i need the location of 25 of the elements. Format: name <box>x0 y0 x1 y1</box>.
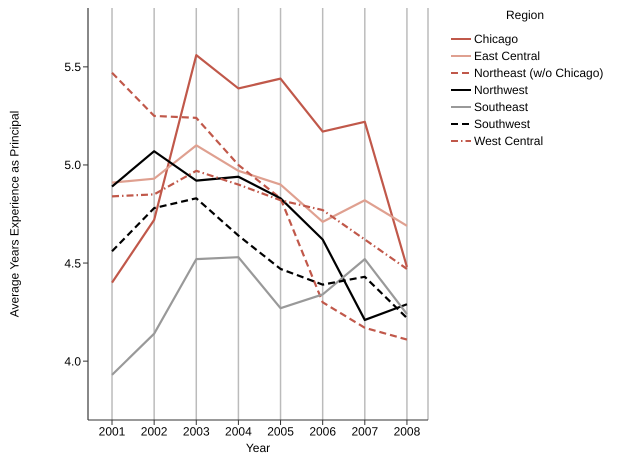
x-axis-title: Year <box>246 441 270 455</box>
x-tick-label: 2003 <box>182 424 210 439</box>
x-tick-label: 2007 <box>351 424 378 439</box>
y-axis-title: Average Years Experience as Principal <box>7 110 22 318</box>
x-tick-label: 2004 <box>225 424 252 439</box>
line-series <box>110 256 408 376</box>
y-tick-label: 4.5 <box>64 256 82 270</box>
x-tick-label: 2001 <box>98 424 126 439</box>
x-tick-label: 2008 <box>394 424 421 439</box>
legend-label: Chicago <box>474 32 518 46</box>
legend-title: Region <box>504 8 546 22</box>
legend-label: Southeast <box>474 100 528 114</box>
x-tick-label: 2006 <box>309 424 336 439</box>
y-tick-label: 5.5 <box>64 60 82 74</box>
y-tick-label: 5.0 <box>64 158 82 172</box>
y-tick-label: 4.0 <box>64 354 82 368</box>
legend-label: Southwest <box>474 116 530 130</box>
line-series <box>110 150 408 322</box>
legend-label: Northwest <box>474 82 528 96</box>
x-tick-label: 2005 <box>267 424 294 439</box>
x-tick-label: 2002 <box>140 424 168 439</box>
line-series <box>110 144 408 227</box>
legend-label: West Central <box>474 134 544 148</box>
legend-label: Northeast (w/o Chicago) <box>474 66 604 80</box>
legend-label: East Central <box>474 48 540 62</box>
